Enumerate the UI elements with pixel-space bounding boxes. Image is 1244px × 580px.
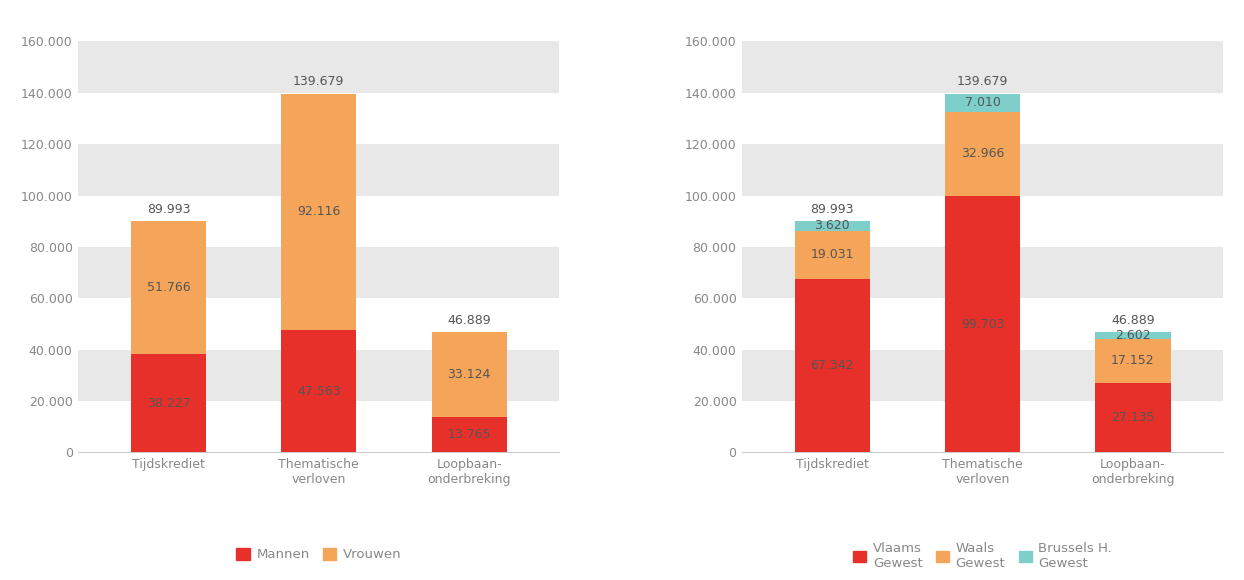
Legend: Vlaams
Gewest, Waals
Gewest, Brussels H.
Gewest: Vlaams Gewest, Waals Gewest, Brussels H.… xyxy=(848,536,1117,575)
Bar xyxy=(743,247,1223,298)
Bar xyxy=(743,350,1223,401)
Text: 38.227: 38.227 xyxy=(147,397,190,410)
Text: 51.766: 51.766 xyxy=(147,281,190,294)
Bar xyxy=(432,417,506,452)
Legend: Mannen, Vrouwen: Mannen, Vrouwen xyxy=(231,543,407,567)
Bar xyxy=(78,144,560,195)
Text: 67.342: 67.342 xyxy=(811,360,855,372)
Bar xyxy=(131,354,207,452)
Text: 139.679: 139.679 xyxy=(957,75,1009,88)
Text: 99.703: 99.703 xyxy=(960,318,1004,331)
Text: 13.765: 13.765 xyxy=(448,428,491,441)
Bar xyxy=(1096,332,1171,339)
Text: 46.889: 46.889 xyxy=(448,314,491,327)
Text: 89.993: 89.993 xyxy=(147,203,190,216)
Bar xyxy=(743,144,1223,195)
Text: 47.563: 47.563 xyxy=(297,385,341,398)
Text: 139.679: 139.679 xyxy=(294,75,345,88)
Bar xyxy=(795,221,870,230)
Bar xyxy=(432,332,506,417)
Bar xyxy=(795,280,870,452)
Text: 92.116: 92.116 xyxy=(297,205,341,219)
Text: 27.135: 27.135 xyxy=(1111,411,1154,424)
Bar xyxy=(945,196,1020,452)
Bar xyxy=(1096,383,1171,452)
Bar xyxy=(131,221,207,354)
Text: 19.031: 19.031 xyxy=(811,248,855,262)
Text: 17.152: 17.152 xyxy=(1111,354,1154,367)
Text: 46.889: 46.889 xyxy=(1111,314,1154,327)
Text: 33.124: 33.124 xyxy=(448,368,491,381)
Bar xyxy=(78,247,560,298)
Bar xyxy=(945,93,1020,111)
Bar xyxy=(78,350,560,401)
Bar xyxy=(1096,339,1171,383)
Text: 89.993: 89.993 xyxy=(811,203,855,216)
Bar xyxy=(743,41,1223,93)
Text: 2.602: 2.602 xyxy=(1115,329,1151,342)
Bar xyxy=(945,111,1020,196)
Text: 3.620: 3.620 xyxy=(815,219,850,233)
Bar xyxy=(281,93,356,330)
Text: 32.966: 32.966 xyxy=(960,147,1004,161)
Bar xyxy=(281,330,356,452)
Bar xyxy=(795,230,870,280)
Text: 7.010: 7.010 xyxy=(964,96,1000,109)
Bar xyxy=(78,41,560,93)
